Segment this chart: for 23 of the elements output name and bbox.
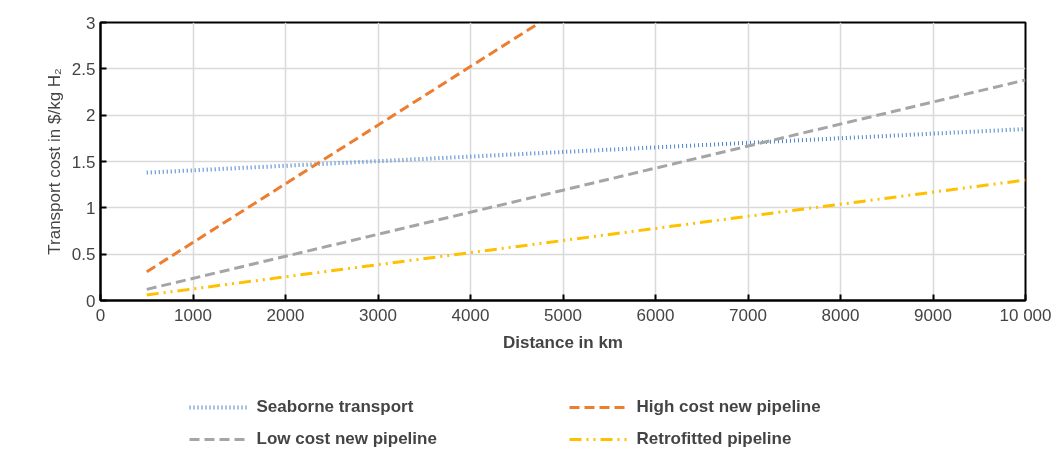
x-tick-label: 4000 xyxy=(451,305,490,325)
y-tick-label: 0 xyxy=(86,291,96,311)
legend-label: Seaborne transport xyxy=(256,397,415,417)
x-tick-label: 3000 xyxy=(359,305,397,325)
x-tick-label: 5000 xyxy=(544,305,582,325)
y-tick-label: 1.5 xyxy=(71,152,96,172)
legend-label: Retrofitted pipeline xyxy=(636,429,793,449)
x-tick-label: 6000 xyxy=(636,305,675,325)
x-tick-label: 8000 xyxy=(821,305,860,325)
legend-label: Low cost new pipeline xyxy=(256,429,438,449)
x-tick-label: 7000 xyxy=(729,305,767,325)
y-tick-label: 2.5 xyxy=(71,59,96,79)
x-tick-label: 9000 xyxy=(914,305,952,325)
x-tick-label: 10 000 xyxy=(999,305,1052,325)
y-tick-label: 3 xyxy=(86,13,96,33)
x-axis-title: Distance in km xyxy=(503,332,624,352)
legend-label: High cost new pipeline xyxy=(636,397,822,417)
x-tick-label: 2000 xyxy=(266,305,305,325)
y-tick-label: 2 xyxy=(86,106,96,126)
x-tick-label: 1000 xyxy=(174,305,212,325)
y-tick-label: 1 xyxy=(86,198,96,218)
y-axis-title: Transport cost in $/kg H₂ xyxy=(44,68,64,255)
y-tick-label: 0.5 xyxy=(71,245,96,265)
